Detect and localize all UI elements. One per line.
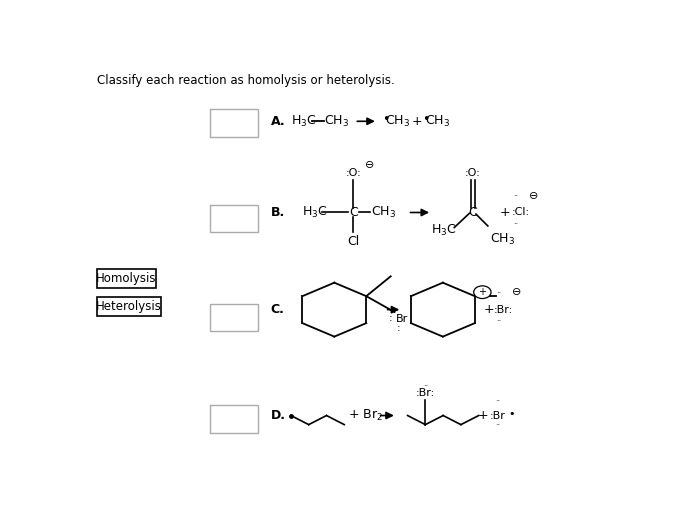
Text: •: • [421, 113, 429, 126]
Text: H$_3$C: H$_3$C [431, 223, 456, 238]
Text: :Br: :Br [490, 410, 506, 421]
Text: Br: Br [395, 314, 408, 324]
Text: ··: ·· [496, 289, 501, 298]
Text: H$_3$C: H$_3$C [302, 205, 328, 220]
Bar [209, 304, 258, 332]
Text: +: + [478, 287, 486, 297]
Text: Heterolysis: Heterolysis [97, 300, 162, 313]
Text: Cl: Cl [347, 235, 360, 248]
Text: :Br:: :Br: [494, 305, 512, 315]
Text: CH$_3$: CH$_3$ [385, 114, 410, 129]
Text: +: + [500, 206, 510, 219]
Text: CH$_3$: CH$_3$ [425, 114, 450, 129]
Text: CH$_3$: CH$_3$ [490, 232, 515, 247]
Text: •: • [382, 113, 389, 126]
Text: ··: ·· [495, 421, 500, 430]
Text: + Br$_2$: + Br$_2$ [348, 408, 383, 423]
Text: D.: D. [271, 409, 286, 422]
Bar [209, 109, 258, 137]
Text: ⊖: ⊖ [512, 287, 521, 297]
Text: +: + [484, 303, 494, 316]
Text: :: : [389, 313, 393, 323]
Text: B.: B. [271, 206, 285, 219]
Text: C: C [468, 206, 477, 219]
Text: A.: A. [271, 115, 286, 128]
Text: ··: ·· [496, 318, 501, 327]
Text: ⊖: ⊖ [529, 191, 538, 201]
Text: CH$_3$: CH$_3$ [324, 114, 349, 129]
Text: ··: ·· [423, 382, 428, 391]
Text: ⊖: ⊖ [365, 160, 375, 169]
Text: ··: ·· [514, 219, 519, 229]
Text: :Cl:: :Cl: [512, 208, 530, 217]
Text: :O:: :O: [465, 168, 480, 178]
Text: :O:: :O: [346, 168, 361, 178]
Text: +: + [478, 409, 489, 422]
Bar [97, 297, 161, 316]
Text: ··: ·· [514, 193, 519, 201]
Text: +: + [412, 115, 423, 128]
Text: H$_3$C: H$_3$C [291, 114, 316, 129]
Bar [97, 269, 156, 288]
Text: Homolysis: Homolysis [97, 272, 157, 285]
Text: C: C [349, 206, 358, 219]
Text: •: • [508, 409, 515, 419]
Bar [209, 405, 258, 433]
Text: Classify each reaction as homolysis or heterolysis.: Classify each reaction as homolysis or h… [97, 75, 395, 88]
Text: C.: C. [271, 303, 285, 316]
Text: ··: ·· [495, 397, 500, 406]
Circle shape [474, 286, 491, 299]
Text: :Br:: :Br: [416, 388, 435, 399]
Text: CH$_3$: CH$_3$ [371, 205, 395, 220]
Bar [209, 204, 258, 232]
Text: :: : [397, 323, 400, 333]
